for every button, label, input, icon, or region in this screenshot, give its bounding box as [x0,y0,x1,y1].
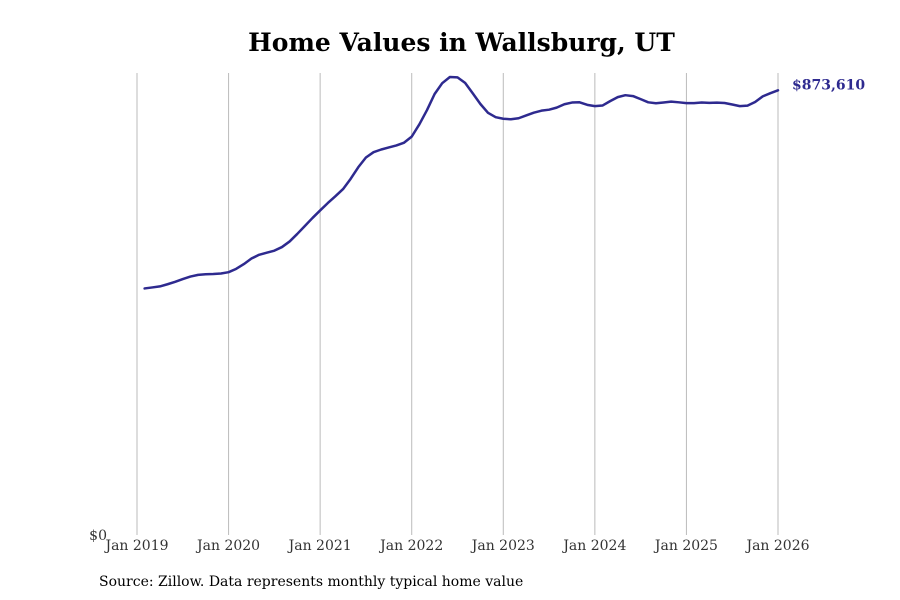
end-value-label: $873,610 [792,77,865,93]
source-note: Source: Zillow. Data represents monthly … [99,574,524,590]
x-tick-label: Jan 2023 [470,538,535,554]
x-tick-label: Jan 2025 [653,538,718,554]
x-tick-label: Jan 2024 [561,538,626,554]
series-layer [143,75,780,290]
chart-title: Home Values in Wallsburg, UT [248,28,675,57]
x-tick-label: Jan 2020 [195,538,260,554]
x-tick-label: Jan 2021 [287,538,352,554]
x-tick-label: Jan 2022 [378,538,443,554]
x-tick-label: Jan 2026 [744,538,809,554]
grid-layer [136,73,779,535]
label-layer: Jan 2019 Jan 2020 Jan 2021 Jan 2022 Jan 2023… [89,77,865,554]
x-tick-label: Jan 2019 [103,538,168,554]
series-line [143,75,780,290]
y-tick-label: $0 [89,528,107,544]
